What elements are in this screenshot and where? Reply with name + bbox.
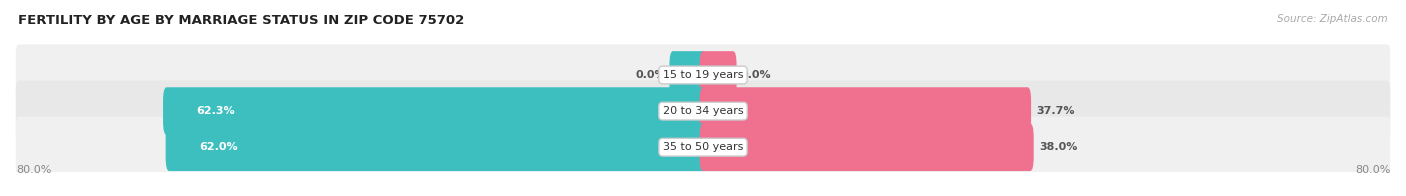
Text: 80.0%: 80.0% xyxy=(15,165,51,175)
Text: 0.0%: 0.0% xyxy=(740,70,770,80)
FancyBboxPatch shape xyxy=(163,87,706,135)
FancyBboxPatch shape xyxy=(700,123,1033,171)
Text: Source: ZipAtlas.com: Source: ZipAtlas.com xyxy=(1277,14,1388,24)
Text: 20 to 34 years: 20 to 34 years xyxy=(662,106,744,116)
FancyBboxPatch shape xyxy=(15,81,1391,142)
FancyBboxPatch shape xyxy=(700,51,737,99)
Text: 0.0%: 0.0% xyxy=(636,70,666,80)
FancyBboxPatch shape xyxy=(15,117,1391,178)
FancyBboxPatch shape xyxy=(15,44,1391,105)
Text: 80.0%: 80.0% xyxy=(1355,165,1391,175)
Text: 15 to 19 years: 15 to 19 years xyxy=(662,70,744,80)
Text: 62.3%: 62.3% xyxy=(197,106,235,116)
Text: 37.7%: 37.7% xyxy=(1036,106,1074,116)
FancyBboxPatch shape xyxy=(700,87,1031,135)
FancyBboxPatch shape xyxy=(166,123,706,171)
FancyBboxPatch shape xyxy=(669,51,706,99)
Text: 35 to 50 years: 35 to 50 years xyxy=(662,142,744,152)
Text: 38.0%: 38.0% xyxy=(1039,142,1077,152)
Text: 62.0%: 62.0% xyxy=(200,142,238,152)
Text: FERTILITY BY AGE BY MARRIAGE STATUS IN ZIP CODE 75702: FERTILITY BY AGE BY MARRIAGE STATUS IN Z… xyxy=(18,14,464,27)
